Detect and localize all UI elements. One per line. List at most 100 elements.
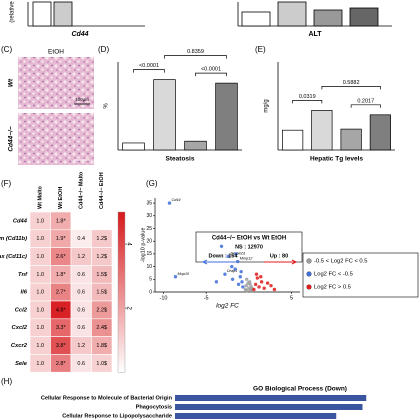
y-tick-label: 35 bbox=[146, 200, 152, 206]
bracket bbox=[195, 72, 227, 77]
x-label: Hepatic Tg levels bbox=[310, 156, 363, 163]
row-label: Cd44−/− bbox=[8, 126, 15, 151]
y-tick-label: 5 bbox=[149, 277, 152, 283]
row-label: Cd44 bbox=[13, 218, 28, 224]
histology-title: EtOH bbox=[48, 49, 64, 56]
bar bbox=[311, 110, 333, 151]
cell-label: 1.0 bbox=[36, 325, 44, 331]
point bbox=[254, 272, 259, 276]
bracket bbox=[164, 55, 227, 59]
cell-label: 2.7* bbox=[56, 290, 67, 296]
p-value: 0.0319 bbox=[299, 94, 316, 100]
row-label: Cxcl2 bbox=[12, 325, 28, 331]
cell-label: 1.2 bbox=[77, 343, 85, 349]
cell-label: 1.0 bbox=[36, 307, 44, 313]
y-label: -log10 p-value bbox=[140, 228, 146, 263]
colorbar bbox=[117, 211, 126, 373]
title-box bbox=[195, 231, 303, 263]
row-label: Cxcr2 bbox=[11, 343, 28, 349]
category-label: Cellular Response to Lipopolysaccharide bbox=[62, 413, 172, 419]
cell-label: 1.0 bbox=[36, 343, 44, 349]
bar bbox=[175, 395, 367, 401]
micrograph bbox=[18, 57, 94, 109]
legend-marker bbox=[306, 258, 312, 264]
empty-cell bbox=[70, 211, 92, 231]
panel-label: (G) bbox=[146, 179, 158, 188]
x-label: Cd44 bbox=[71, 31, 88, 38]
x-label: Steatosis bbox=[166, 156, 195, 163]
p-value: <0.0001 bbox=[201, 67, 221, 73]
point bbox=[223, 272, 227, 276]
point bbox=[255, 276, 260, 280]
cell-label: 1.0 bbox=[36, 218, 44, 224]
y-tick-label: 10 bbox=[146, 264, 152, 270]
bar-fragment bbox=[349, 7, 379, 27]
cell-label: 3.8* bbox=[56, 343, 67, 349]
column-label: Cd44−/− Malto bbox=[79, 171, 85, 209]
cell-label: 0.4 bbox=[77, 236, 85, 242]
bar bbox=[215, 82, 238, 151]
y-tick-label: 30 bbox=[146, 213, 152, 219]
point bbox=[244, 277, 249, 281]
cell-label: 0.6 bbox=[77, 325, 85, 331]
row-label: Wt bbox=[8, 78, 15, 87]
legend-box bbox=[302, 252, 419, 298]
cell-label: 3.3* bbox=[56, 325, 67, 331]
y-tick-label: 15 bbox=[146, 251, 152, 257]
cell-label: 0.6 bbox=[77, 290, 85, 296]
point bbox=[240, 280, 244, 284]
x-tick-label: 5 bbox=[290, 295, 293, 301]
cell-label: 1.0 bbox=[36, 272, 44, 278]
point-label: Mup10 bbox=[177, 272, 189, 276]
bar bbox=[369, 114, 391, 151]
x-label: ALT bbox=[308, 31, 322, 38]
p-value: 0.2017 bbox=[357, 98, 374, 104]
cell-label: 1.2$ bbox=[96, 254, 107, 260]
bracket bbox=[133, 69, 165, 73]
point bbox=[259, 280, 264, 284]
point bbox=[239, 269, 243, 274]
y-label: (relative bbox=[10, 1, 16, 23]
cell-label: 1.9* bbox=[56, 236, 67, 242]
p-value: 0.8359 bbox=[187, 49, 204, 55]
bar bbox=[175, 404, 363, 410]
point-label: Serpinb1 bbox=[230, 251, 245, 255]
y-label: mg/g bbox=[264, 99, 270, 112]
bracket bbox=[321, 86, 381, 90]
cell-label: 0.6 bbox=[77, 272, 85, 278]
point bbox=[241, 285, 245, 289]
point bbox=[214, 280, 219, 284]
cell-label: 1.5$ bbox=[96, 290, 107, 296]
bar-fragment bbox=[277, 1, 307, 27]
panel-label: (H) bbox=[1, 377, 12, 386]
p-value: 0.5882 bbox=[343, 80, 360, 86]
point bbox=[219, 244, 224, 248]
y-label: % bbox=[104, 103, 110, 109]
point bbox=[167, 201, 172, 205]
annotation: NS : 12970 bbox=[235, 244, 263, 250]
point bbox=[230, 277, 235, 281]
legend-label: Log2 FC > 0.5 bbox=[314, 285, 351, 291]
p-value: <0.0001 bbox=[139, 63, 159, 69]
column-label: Cd44−/− EtOH bbox=[99, 172, 105, 209]
bar bbox=[184, 140, 207, 151]
point-label: Drap1 bbox=[227, 269, 237, 273]
point bbox=[247, 280, 252, 284]
cell-label: 2.4$ bbox=[96, 325, 107, 331]
cell-label: 2.8* bbox=[56, 361, 67, 367]
point-label: Mmp12 bbox=[240, 257, 254, 261]
micrograph bbox=[18, 113, 94, 165]
scale-label: 100μm bbox=[75, 97, 89, 102]
row-label: Itgam (Cd11b) bbox=[0, 236, 27, 242]
cell-label: 1.8$ bbox=[96, 343, 107, 349]
point bbox=[248, 282, 252, 287]
point bbox=[230, 264, 234, 269]
point bbox=[236, 282, 241, 287]
row-label: Il6 bbox=[21, 290, 28, 296]
bar-fragment bbox=[241, 11, 271, 27]
legend-marker bbox=[306, 271, 312, 277]
y-tick-label: 0 bbox=[149, 289, 152, 295]
cell-label: 1.2 bbox=[77, 254, 85, 260]
x-tick-label: -5 bbox=[204, 295, 209, 301]
